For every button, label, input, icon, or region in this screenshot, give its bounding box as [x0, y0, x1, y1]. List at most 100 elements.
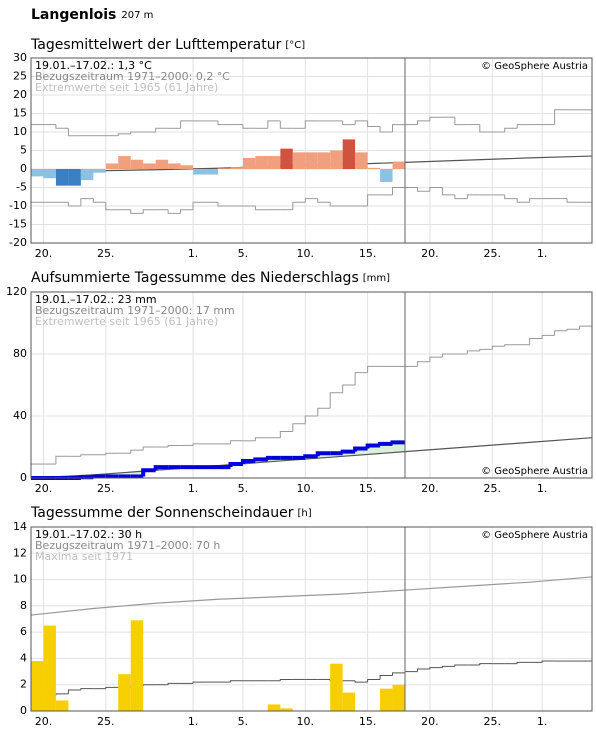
- step-segment: [392, 672, 405, 676]
- step-segment: [390, 440, 405, 445]
- bar: [118, 674, 131, 711]
- step-segment: [504, 127, 518, 132]
- step-segment: [130, 209, 144, 214]
- step-segment: [279, 120, 293, 129]
- step-segment: [292, 423, 306, 432]
- step-segment: [554, 109, 568, 125]
- bar: [367, 167, 381, 169]
- step-segment: [354, 680, 368, 683]
- step-segment: [491, 345, 505, 350]
- x-tick-label: 25.: [97, 482, 115, 495]
- y-tick-label: -5: [16, 181, 27, 194]
- bar: [380, 688, 393, 711]
- step-segment: [303, 454, 318, 459]
- x-tick-label: 5.: [238, 482, 249, 495]
- y-tick-label: 8: [20, 599, 27, 612]
- y-tick-label: 80: [13, 347, 27, 360]
- step-segment: [105, 686, 119, 689]
- bar: [305, 152, 318, 169]
- y-tick-label: 20: [13, 88, 27, 101]
- y-tick-label: 14: [13, 520, 27, 533]
- bar: [80, 169, 94, 181]
- annotation: Maxima seit 1971: [35, 550, 133, 563]
- step-segment: [342, 120, 356, 126]
- step-segment: [579, 325, 592, 330]
- step-segment: [466, 350, 480, 354]
- step-segment: [379, 675, 393, 680]
- annotation: 19.01.–17.02.: 23 mm: [35, 293, 157, 306]
- step-segment: [441, 353, 455, 358]
- step-segment: [566, 198, 580, 203]
- panel-title: Tagesmittelwert der Lufttemperatur [°C]: [30, 37, 305, 53]
- step-segment: [454, 664, 468, 667]
- source-credit: © GeoSphere Austria: [481, 530, 588, 541]
- bar: [280, 148, 293, 169]
- y-tick-label: 0: [20, 471, 27, 484]
- bar: [130, 159, 144, 169]
- y-tick-label: 10: [13, 125, 27, 138]
- panel-title-text: Aufsummierte Tagessumme des Niederschlag…: [31, 270, 359, 286]
- panel-unit: [mm]: [363, 273, 390, 284]
- step-segment: [367, 194, 381, 206]
- step-segment: [80, 688, 94, 690]
- plot-marks: [30, 325, 593, 480]
- x-tick-label: 10.: [297, 482, 315, 495]
- x-tick-label: 1.: [188, 247, 199, 260]
- bar: [93, 169, 106, 173]
- x-tick-label: 25.: [97, 247, 115, 260]
- step-segment: [379, 126, 393, 133]
- bar: [342, 139, 356, 169]
- bar: [205, 169, 218, 175]
- bar: [230, 167, 243, 169]
- x-tick-label: 5.: [238, 715, 249, 728]
- step-segment: [55, 455, 69, 465]
- x-tick-label: 25.: [484, 715, 502, 728]
- step-segment: [441, 665, 455, 668]
- bar: [392, 684, 405, 711]
- bar: [43, 625, 56, 711]
- bar: [255, 156, 268, 169]
- annotation: Bezugszeitraum 1971–2000: 70 h: [35, 539, 220, 552]
- step-segment: [55, 124, 69, 129]
- step-segment: [304, 198, 318, 203]
- x-tick-label: 5.: [238, 247, 249, 260]
- bar: [342, 692, 356, 711]
- step-segment: [105, 202, 119, 211]
- step-segment: [454, 117, 468, 126]
- step-segment: [142, 209, 156, 214]
- bar: [55, 700, 69, 711]
- step-segment: [429, 667, 443, 669]
- step-segment: [429, 116, 443, 121]
- bar: [105, 163, 119, 169]
- y-tick-label: 0: [20, 704, 27, 717]
- step-segment: [504, 194, 518, 200]
- step-segment: [279, 431, 293, 438]
- bar: [193, 169, 206, 175]
- step-segment: [117, 133, 131, 136]
- bar: [31, 169, 44, 177]
- step-segment: [416, 668, 430, 672]
- step-segment: [353, 446, 368, 452]
- mean-line: [30, 437, 593, 479]
- x-tick-label: 15.: [359, 715, 377, 728]
- step-segment: [329, 202, 343, 207]
- step-segment: [479, 663, 493, 665]
- station-name: Langenlois: [31, 7, 116, 23]
- step-segment: [367, 365, 381, 373]
- bar: [155, 159, 169, 169]
- bar: [180, 165, 194, 169]
- step-segment: [416, 187, 430, 192]
- y-tick-label: 25: [13, 70, 27, 83]
- y-tick-label: 12: [13, 546, 27, 559]
- station-header: Langenlois 207 m: [31, 7, 153, 23]
- x-tick-label: 25.: [97, 715, 115, 728]
- step-segment: [80, 454, 94, 457]
- panel-title: Aufsummierte Tagessumme des Niederschlag…: [31, 270, 390, 286]
- bar: [317, 152, 331, 169]
- step-segment: [329, 392, 343, 409]
- plot-border: [30, 526, 593, 712]
- plot-border: [30, 57, 593, 244]
- x-tick-label: 1.: [188, 715, 199, 728]
- step-segment: [292, 201, 306, 210]
